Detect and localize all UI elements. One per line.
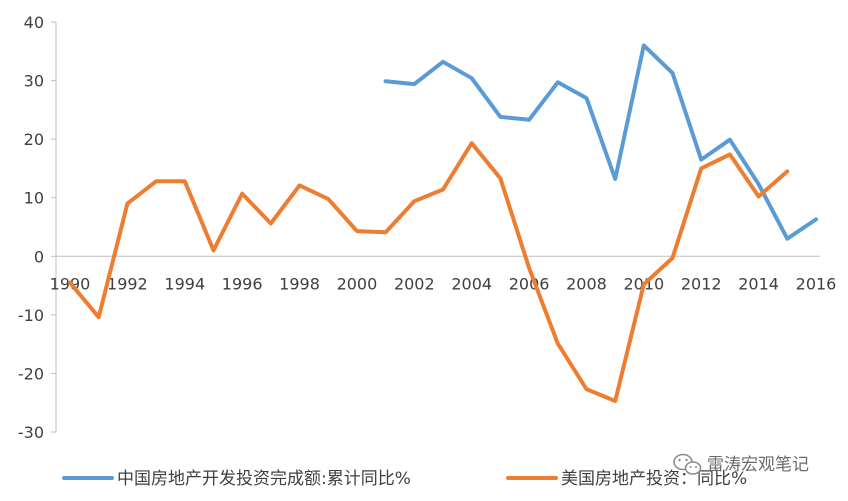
y-tick-label: 40 <box>24 13 44 32</box>
watermark-text: 雷涛宏观笔记 <box>707 455 809 475</box>
y-tick-label: -10 <box>18 306 44 325</box>
series-layer <box>68 43 818 403</box>
x-axis-tick-labels: 1990 1992 1994 1996 1998 2000 2002 2004 2006 2008… <box>50 274 837 293</box>
legend-label-us: 美国房地产投资：同比% <box>561 469 747 489</box>
series-line-us <box>68 141 790 403</box>
y-axis-tick-labels: 40 30 20 10 0 -10 -20 -30 <box>18 13 56 442</box>
wechat-icon <box>673 453 702 475</box>
y-tick-label: 10 <box>24 189 44 208</box>
x-tick-label: 1998 <box>279 274 320 293</box>
x-tick-label: 2012 <box>681 274 722 293</box>
y-tick-label: 30 <box>24 72 44 91</box>
x-tick-label: 2008 <box>566 274 607 293</box>
x-tick-label: 2002 <box>394 274 435 293</box>
x-tick-label: 2004 <box>451 274 492 293</box>
y-tick-label: 20 <box>24 130 44 149</box>
y-tick-label: -30 <box>18 423 44 442</box>
y-tick-label: -20 <box>18 364 44 383</box>
x-tick-label: 1992 <box>107 274 148 293</box>
x-tick-label: 2014 <box>738 274 779 293</box>
legend: 中国房地产开发投资完成额:累计同比% 美国房地产投资：同比% <box>62 469 747 489</box>
x-tick-label: 1994 <box>164 274 205 293</box>
x-tick-label: 2016 <box>796 274 837 293</box>
axes <box>55 22 820 432</box>
x-tick-label: 2006 <box>509 274 550 293</box>
y-tick-label: 0 <box>34 247 44 266</box>
legend-label-china: 中国房地产开发投资完成额:累计同比% <box>117 469 411 489</box>
x-tick-label: 2000 <box>337 274 378 293</box>
watermark: 雷涛宏观笔记 <box>673 453 809 475</box>
series-line-china <box>383 43 818 241</box>
x-tick-label: 1996 <box>222 274 263 293</box>
